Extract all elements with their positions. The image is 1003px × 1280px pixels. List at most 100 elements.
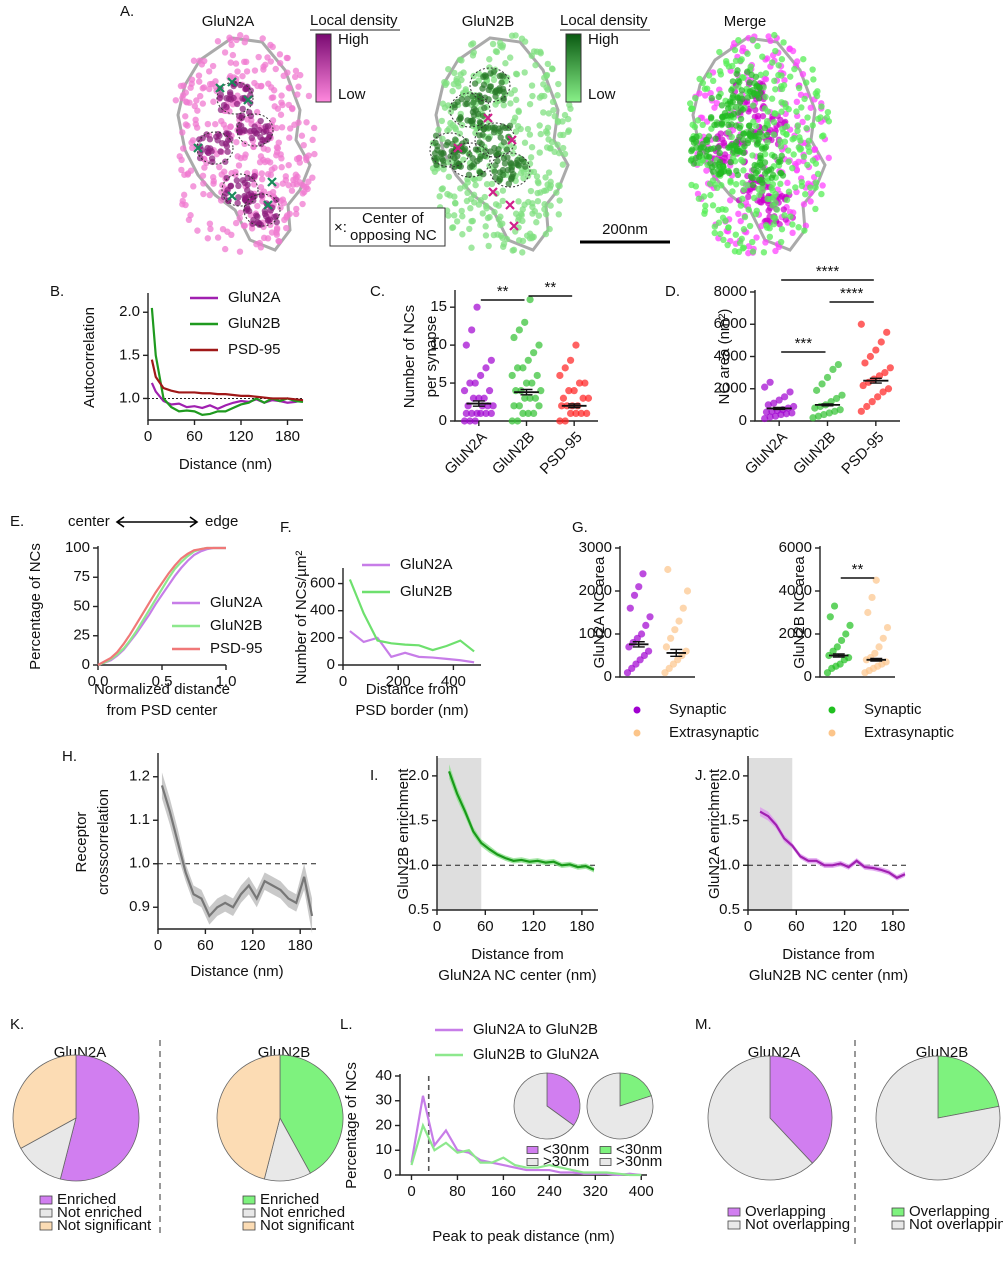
localization bbox=[526, 131, 534, 138]
localization bbox=[207, 225, 214, 233]
localization bbox=[512, 32, 519, 39]
localization bbox=[465, 171, 473, 178]
localization bbox=[729, 78, 737, 85]
localization bbox=[818, 133, 826, 140]
localization bbox=[248, 134, 256, 142]
localization bbox=[770, 131, 778, 138]
localization bbox=[449, 224, 457, 231]
localization bbox=[747, 127, 755, 134]
data-point bbox=[528, 379, 536, 387]
x-tick-label: 200 bbox=[386, 673, 411, 690]
localization bbox=[771, 77, 778, 85]
panel-label: F. bbox=[280, 519, 292, 536]
pie-slice bbox=[619, 1072, 652, 1107]
data-point bbox=[781, 393, 789, 401]
localization bbox=[505, 180, 513, 187]
localization bbox=[305, 92, 313, 100]
data-point bbox=[475, 394, 483, 402]
localization bbox=[708, 95, 715, 102]
localization bbox=[559, 144, 567, 152]
localization bbox=[499, 187, 507, 194]
localization bbox=[485, 135, 492, 142]
localization bbox=[492, 162, 499, 169]
localization bbox=[798, 182, 806, 190]
localization bbox=[286, 134, 293, 141]
legend-label: Enriched bbox=[57, 1191, 116, 1208]
data-point bbox=[572, 341, 580, 349]
data-line bbox=[150, 307, 304, 416]
data-line bbox=[410, 1095, 642, 1177]
localization bbox=[514, 122, 522, 130]
localization bbox=[237, 32, 244, 39]
cluster-outline bbox=[221, 173, 259, 207]
data-line bbox=[150, 382, 304, 410]
localization bbox=[543, 72, 550, 80]
x-tick-label: 180 bbox=[569, 918, 594, 935]
localization bbox=[739, 158, 747, 165]
legend-text: Center of bbox=[362, 210, 425, 227]
localization bbox=[515, 107, 522, 114]
localization bbox=[789, 221, 796, 228]
localization bbox=[812, 160, 820, 167]
localization bbox=[501, 160, 509, 167]
localization bbox=[560, 131, 567, 139]
data-point bbox=[566, 356, 575, 364]
localization bbox=[549, 98, 557, 106]
data-line bbox=[97, 546, 226, 667]
data-point bbox=[460, 387, 469, 395]
legend-label: Overlapping bbox=[909, 1203, 990, 1220]
localization bbox=[527, 187, 535, 195]
data-point bbox=[487, 356, 495, 364]
localization bbox=[487, 70, 494, 77]
x-tick-label: GluN2A bbox=[742, 429, 791, 478]
localization bbox=[564, 115, 572, 123]
localization bbox=[482, 223, 489, 230]
localization bbox=[309, 136, 316, 144]
localization bbox=[241, 58, 248, 66]
data-point bbox=[872, 576, 880, 584]
localization bbox=[510, 118, 517, 125]
localization bbox=[496, 86, 503, 94]
x-tick-label: GluN2A bbox=[441, 429, 490, 478]
localization bbox=[278, 155, 285, 162]
localization bbox=[768, 95, 776, 102]
y-tick-label: 100 bbox=[65, 539, 90, 556]
y-tick-label: 400 bbox=[310, 602, 335, 619]
data-point bbox=[639, 570, 647, 578]
cluster-outline bbox=[243, 193, 281, 227]
localization bbox=[260, 234, 268, 242]
data-point bbox=[556, 417, 564, 425]
localization bbox=[204, 120, 212, 128]
y-tick-label: 40 bbox=[375, 1067, 392, 1084]
y-axis-label: Percentage of NCs bbox=[27, 543, 44, 670]
localization bbox=[814, 88, 821, 95]
localization bbox=[266, 190, 273, 198]
localization bbox=[223, 103, 230, 111]
localization bbox=[777, 143, 785, 150]
localization bbox=[463, 100, 471, 107]
pie-slice bbox=[59, 1054, 140, 1182]
y-tick-label: 1000 bbox=[579, 625, 612, 642]
localization bbox=[438, 117, 446, 125]
localization bbox=[234, 199, 241, 207]
y-tick-label: 4000 bbox=[779, 582, 812, 599]
localization bbox=[214, 38, 222, 45]
localization bbox=[476, 169, 483, 176]
localization bbox=[784, 147, 792, 154]
localization bbox=[237, 81, 244, 89]
localization bbox=[459, 213, 466, 220]
localization bbox=[520, 174, 527, 182]
localization bbox=[220, 121, 227, 128]
localization bbox=[482, 232, 490, 239]
localization bbox=[785, 158, 792, 165]
localization bbox=[221, 245, 229, 253]
x-axis-label: GluN2A NC center (nm) bbox=[438, 967, 596, 984]
data-point bbox=[537, 387, 545, 395]
localization bbox=[451, 212, 458, 219]
data-point bbox=[485, 387, 494, 395]
x-tick-label: 120 bbox=[521, 918, 546, 935]
localization bbox=[478, 140, 485, 148]
data-point bbox=[877, 338, 885, 346]
localization bbox=[759, 53, 766, 60]
data-point bbox=[868, 398, 876, 406]
